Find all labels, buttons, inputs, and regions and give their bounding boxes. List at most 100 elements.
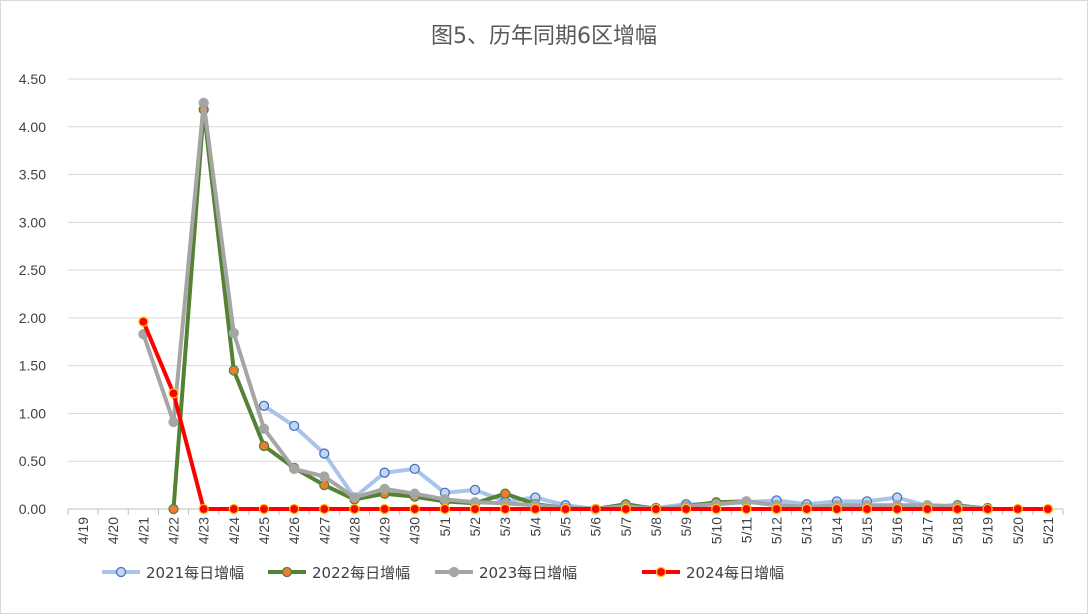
data-point-series-4 xyxy=(1042,503,1054,515)
data-point-series-4 xyxy=(831,503,843,515)
chart-title: 图5、历年同期6区增幅 xyxy=(431,24,657,49)
data-point-series-2 xyxy=(500,488,511,499)
data-point-series-3 xyxy=(379,483,390,495)
y-tick-label: 2.00 xyxy=(19,310,46,326)
data-point-series-4 xyxy=(439,503,451,515)
y-tick-label: 4.50 xyxy=(19,71,46,87)
y-tick-label: 3.00 xyxy=(19,214,46,230)
legend-swatch xyxy=(642,566,680,578)
data-point-series-1 xyxy=(258,400,270,411)
data-point-series-2 xyxy=(258,440,270,452)
x-tick-label: 5/20 xyxy=(1010,517,1026,544)
data-point-series-4 xyxy=(560,503,571,515)
legend-label: 2022每日增幅 xyxy=(312,564,411,582)
data-point-series-3 xyxy=(198,97,209,109)
legend-marker xyxy=(281,566,293,578)
data-point-series-4 xyxy=(952,503,963,515)
x-tick-label: 4/22 xyxy=(166,517,182,544)
x-tick-label: 4/27 xyxy=(316,517,332,544)
data-point-series-1 xyxy=(379,467,390,478)
data-point-series-4 xyxy=(530,503,541,515)
data-point-series-1 xyxy=(409,463,420,475)
data-point-series-4 xyxy=(861,503,873,515)
data-point-series-4 xyxy=(349,503,360,515)
data-point-series-4 xyxy=(228,503,239,515)
x-tick-label: 5/5 xyxy=(558,517,574,537)
x-tick-label: 4/20 xyxy=(105,517,121,544)
x-tick-label: 5/9 xyxy=(678,517,694,537)
data-point-series-4 xyxy=(168,388,179,399)
x-tick-label: 5/19 xyxy=(980,517,996,544)
data-point-series-2 xyxy=(228,365,239,376)
x-tick-label: 5/6 xyxy=(588,517,604,537)
x-tick-label: 5/18 xyxy=(949,517,965,544)
x-tick-label: 5/14 xyxy=(829,517,845,544)
x-tick-label: 5/8 xyxy=(648,517,664,537)
x-tick-label: 4/25 xyxy=(256,517,272,544)
x-tick-label: 4/29 xyxy=(377,517,393,544)
x-tick-label: 4/28 xyxy=(346,517,362,544)
y-tick-label: 4.00 xyxy=(19,119,46,135)
data-point-series-4 xyxy=(711,503,722,515)
legend: 2021每日增幅 2022每日增幅 2023每日增幅 2024每日增幅 xyxy=(0,560,1088,584)
data-point-series-2 xyxy=(319,479,330,491)
data-point-series-4 xyxy=(319,503,330,515)
x-tick-label: 4/24 xyxy=(226,517,242,544)
x-tick-label: 5/7 xyxy=(618,517,634,537)
data-point-series-4 xyxy=(620,503,631,515)
x-tick-label: 5/16 xyxy=(889,517,905,544)
data-point-series-4 xyxy=(500,503,511,515)
legend-label: 2023每日增幅 xyxy=(479,564,578,582)
x-tick-label: 5/17 xyxy=(919,517,935,544)
data-point-series-3 xyxy=(349,492,360,503)
data-point-series-2 xyxy=(168,503,179,515)
data-point-series-3 xyxy=(228,328,239,339)
data-point-series-3 xyxy=(168,416,179,428)
data-point-series-4 xyxy=(288,503,300,515)
data-point-series-4 xyxy=(741,503,752,515)
data-point-series-4 xyxy=(409,503,420,515)
legend-label: 2021每日增幅 xyxy=(146,564,245,582)
legend-swatch xyxy=(268,566,306,578)
data-point-series-3 xyxy=(258,423,270,434)
x-tick-label: 5/11 xyxy=(738,517,754,543)
legend-swatch xyxy=(435,566,473,578)
legend-swatch xyxy=(102,566,140,578)
data-point-series-4 xyxy=(198,503,209,515)
data-point-series-1 xyxy=(319,448,330,459)
x-tick-label: 5/1 xyxy=(437,517,453,537)
data-point-series-4 xyxy=(138,316,149,327)
y-tick-label: 0.00 xyxy=(19,501,46,517)
data-point-series-4 xyxy=(801,503,812,515)
data-point-series-4 xyxy=(258,503,270,515)
legend-marker xyxy=(448,566,460,578)
data-point-series-4 xyxy=(922,503,933,515)
y-tick-label: 2.50 xyxy=(19,262,46,278)
data-point-series-4 xyxy=(1012,503,1023,515)
data-point-series-3 xyxy=(288,463,300,475)
y-tick-label: 3.50 xyxy=(19,167,46,183)
data-point-series-4 xyxy=(982,503,993,515)
x-tick-label: 5/15 xyxy=(859,517,875,544)
data-point-series-4 xyxy=(680,503,692,515)
data-point-series-4 xyxy=(379,503,390,515)
x-tick-label: 4/21 xyxy=(135,517,151,544)
data-point-series-1 xyxy=(288,420,300,432)
x-tick-label: 5/2 xyxy=(467,517,483,537)
x-tick-label: 4/23 xyxy=(196,517,212,544)
data-point-series-3 xyxy=(409,488,420,499)
x-tick-label: 4/26 xyxy=(286,517,302,544)
data-point-series-3 xyxy=(439,494,451,505)
legend-label: 2024每日增幅 xyxy=(686,564,785,582)
x-tick-label: 5/21 xyxy=(1040,517,1056,544)
data-point-series-4 xyxy=(590,503,601,515)
data-point-series-3 xyxy=(319,471,330,482)
x-tick-label: 5/13 xyxy=(799,517,815,544)
data-point-series-4 xyxy=(469,503,481,515)
y-tick-label: 1.50 xyxy=(19,358,46,374)
y-tick-label: 1.00 xyxy=(19,405,46,421)
legend-marker xyxy=(115,566,127,578)
data-point-series-4 xyxy=(650,503,662,515)
